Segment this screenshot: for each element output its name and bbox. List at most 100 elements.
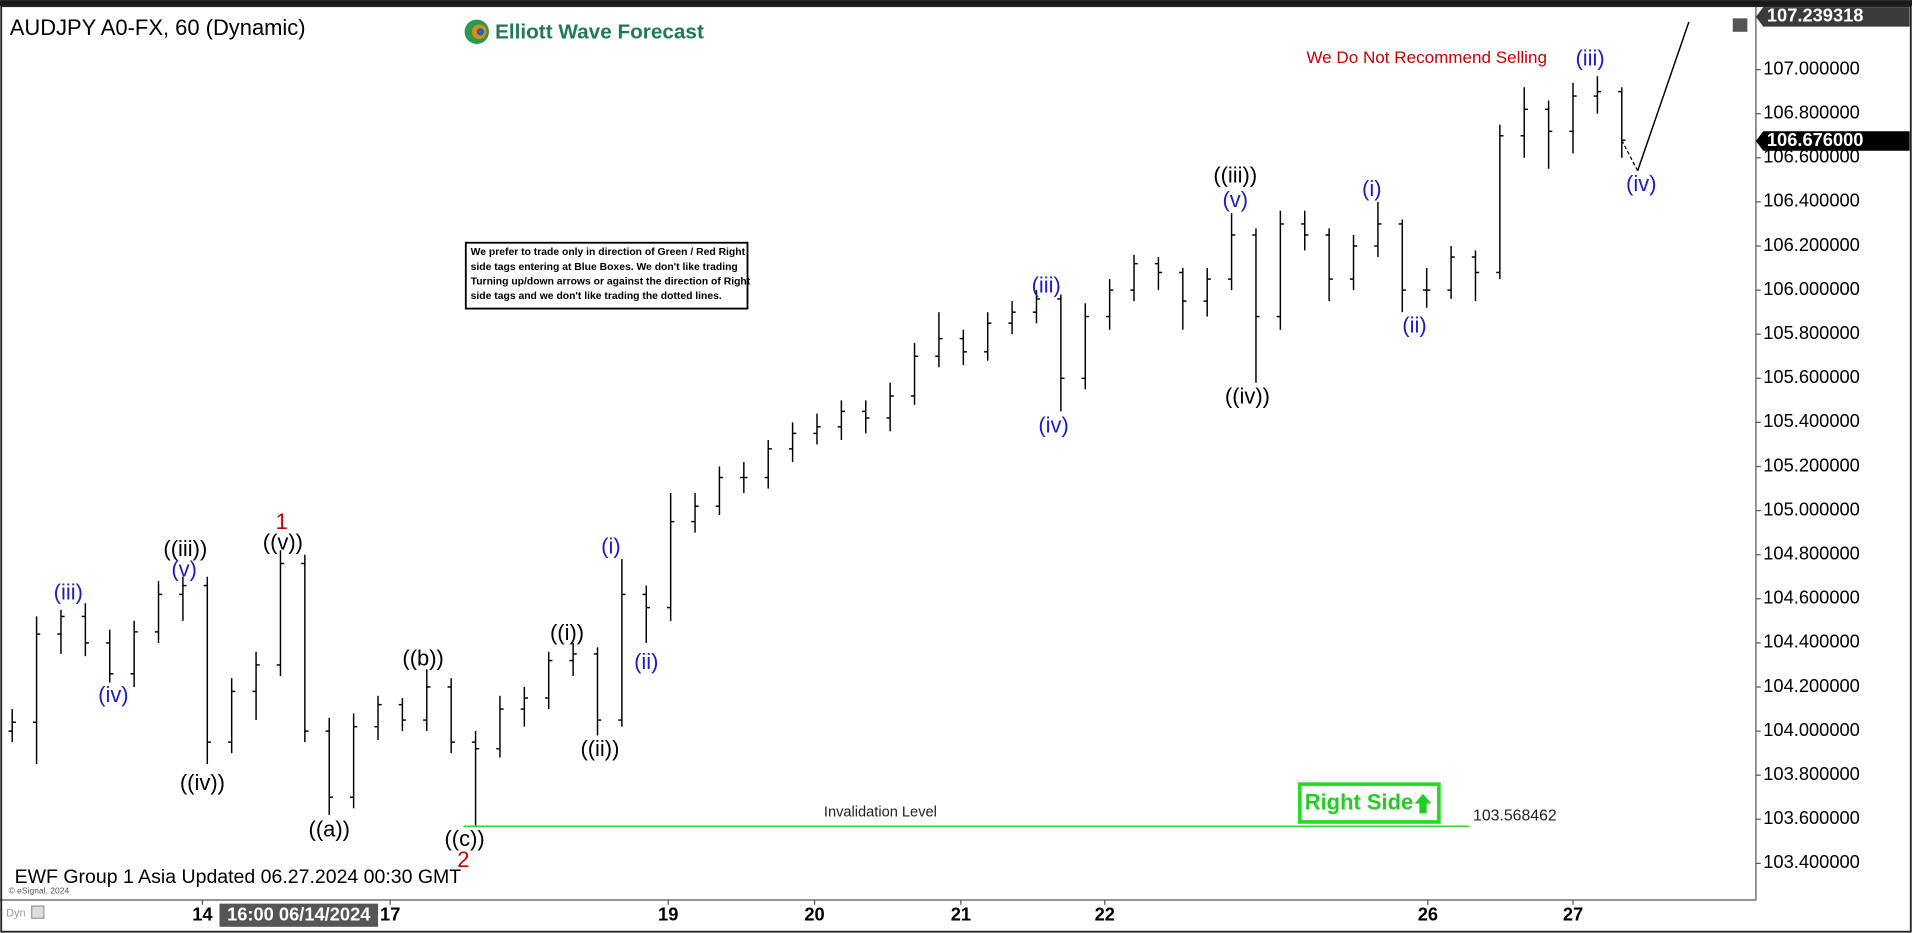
ohlc-bar — [569, 642, 577, 676]
ohlc-bar — [1179, 268, 1187, 330]
ohlc-bar — [1032, 290, 1041, 324]
ohlc-bar — [1301, 210, 1309, 251]
y-tick-label: 103.400000 — [1763, 851, 1860, 872]
ohlc-bar — [301, 554, 309, 743]
y-tick-label: 106.000000 — [1763, 278, 1860, 299]
wave-label: ((c)) — [444, 826, 484, 851]
logo-icon-core — [476, 28, 485, 36]
y-tick-label: 105.000000 — [1763, 498, 1860, 519]
wave-label: (v) — [1222, 187, 1248, 212]
y-tick-label: 106.800000 — [1763, 102, 1860, 123]
window-icon — [1732, 18, 1748, 32]
ohlc-bar — [1423, 268, 1431, 308]
ohlc-bar — [349, 713, 358, 809]
ohlc-bar — [1105, 279, 1114, 330]
ohlc-bar — [57, 609, 65, 654]
ohlc-bar — [8, 709, 16, 743]
price-tag-label: 106.676000 — [1767, 129, 1864, 150]
logo-text: Elliott Wave Forecast — [495, 20, 704, 43]
invalidation-value: 103.568462 — [1473, 808, 1557, 825]
mode-label: Dyn — [6, 907, 26, 919]
y-tick-label: 103.800000 — [1763, 763, 1860, 784]
ohlc-bar — [1227, 212, 1236, 291]
wave-label: ((v)) — [263, 530, 303, 555]
wave-label: ((a)) — [309, 816, 350, 841]
wave-label: 2 — [457, 847, 469, 872]
ohlc-bar — [1374, 201, 1382, 258]
logo: Elliott Wave Forecast — [464, 19, 704, 44]
note-line: side tags entering at Blue Boxes. We don… — [471, 262, 738, 273]
projection-line — [1636, 21, 1690, 172]
x-tick-label: 26 — [1418, 904, 1438, 925]
y-tick-label: 103.600000 — [1763, 807, 1860, 828]
ohlc-bar — [1520, 87, 1528, 158]
footer: EWF Group 1 Asia Updated 06.27.2024 00:3… — [15, 866, 462, 888]
x-tick-label: 21 — [951, 904, 971, 925]
ohlc-bar — [252, 651, 260, 721]
ohlc-bar — [593, 647, 602, 736]
ohlc-bar — [1203, 268, 1211, 317]
wave-label: (i) — [1362, 176, 1382, 201]
note-line: side tags and we don't like trading the … — [471, 291, 722, 302]
crosshair-box — [219, 903, 379, 927]
ohlc-bar — [837, 400, 846, 441]
y-tick-label: 104.200000 — [1763, 675, 1860, 696]
ohlc-bar — [740, 462, 748, 493]
ohlc-bar — [1569, 82, 1577, 154]
wave-label: (ii) — [634, 649, 658, 674]
right-side-box: Right Side — [1298, 782, 1441, 824]
ohlc-bar — [32, 616, 41, 765]
crosshair-label: 16:00 06/14/2024 — [227, 904, 371, 925]
wave-label: (iv) — [1038, 413, 1068, 438]
y-tick-label: 105.800000 — [1763, 322, 1860, 343]
ohlc-bar — [1471, 250, 1480, 302]
ohlc-bar — [1154, 257, 1163, 291]
copyright: © eSignal, 2024 — [9, 886, 70, 896]
ohlc-bar — [398, 698, 407, 732]
price-tag-label: 107.239318 — [1767, 5, 1864, 26]
y-tick-label: 106.400000 — [1763, 190, 1860, 211]
ohlc-bar — [984, 312, 992, 361]
ohlc-bar — [81, 603, 90, 657]
ohlc-bar — [1496, 124, 1504, 280]
invalidation-label: Invalidation Level — [824, 805, 937, 821]
wave-label: (iii) — [54, 580, 83, 605]
ohlc-bar — [1057, 294, 1065, 412]
wave-label: ((iii)) — [1213, 163, 1257, 188]
ohlc-bar — [1618, 87, 1626, 158]
ohlc-bar — [1325, 228, 1333, 302]
wave-label: ((iv)) — [180, 770, 225, 795]
ohlc-bar — [228, 678, 236, 754]
chart-title: AUDJPY A0-FX, 60 (Dynamic) — [10, 15, 306, 40]
x-tick-label: 22 — [1095, 904, 1115, 925]
y-tick-label: 104.600000 — [1763, 587, 1860, 608]
ohlc-bar — [276, 550, 285, 676]
ohlc-bar — [691, 492, 699, 533]
x-tick-label: 19 — [658, 904, 678, 925]
top-bar — [0, 0, 1912, 7]
price-tag — [1755, 131, 1910, 151]
price-tag — [1755, 7, 1910, 27]
mode-icon — [31, 905, 45, 919]
ohlc-bar — [667, 492, 675, 621]
ohlc-bar — [1008, 301, 1016, 335]
note-line: We prefer to trade only in direction of … — [471, 247, 746, 258]
note-frame — [464, 241, 749, 310]
ohlc-bar — [325, 717, 333, 815]
wave-label: ((b)) — [402, 646, 443, 671]
wave-label: (v) — [171, 557, 197, 582]
wave-label: (ii) — [1402, 313, 1426, 338]
ohlc-bar — [520, 686, 528, 727]
y-tick-label: 107.000000 — [1763, 57, 1860, 78]
ohlc-bar — [545, 651, 553, 710]
wave-label: (iv) — [1626, 171, 1656, 196]
ohlc-bar — [106, 629, 114, 683]
y-tick-label: 105.400000 — [1763, 410, 1860, 431]
ohlc-bar — [886, 382, 894, 432]
y-tick-label: 106.600000 — [1763, 146, 1860, 167]
frame — [0, 5, 1912, 933]
warning: We Do Not Recommend Selling — [1306, 48, 1547, 67]
y-tick-label: 104.000000 — [1763, 719, 1860, 740]
ohlc-bar — [496, 695, 504, 758]
